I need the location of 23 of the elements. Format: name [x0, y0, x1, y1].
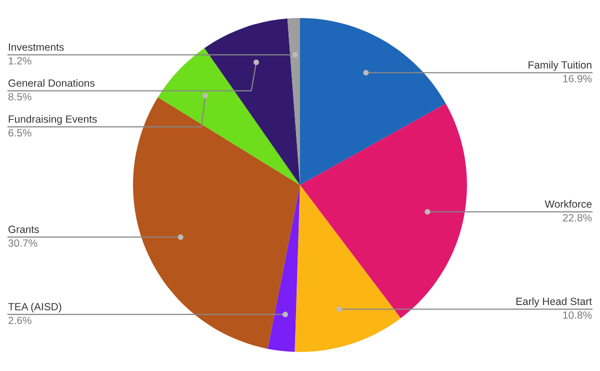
data-label: 30.7% [8, 239, 38, 247]
pie-slice [294, 185, 401, 352]
data-label: 22.8% [562, 214, 592, 222]
data-label: 10.8% [563, 311, 592, 319]
slice-label: Workforce [544, 200, 592, 208]
pie-slice [268, 185, 300, 352]
slice-label: TEA (AISD) [8, 302, 62, 312]
slice-label: Fundraising Events [8, 115, 97, 125]
pie-slice [204, 18, 300, 185]
slice-label: General Donations [8, 79, 94, 87]
slice-label: Early Head Start [516, 297, 592, 308]
data-label: 16.9% [563, 74, 592, 82]
pie-slice [300, 18, 446, 185]
pie-slice [158, 48, 300, 185]
data-label: 6.5% [8, 129, 32, 136]
data-label: 8.5% [8, 93, 32, 100]
slice-label: Grants [8, 226, 39, 234]
data-label: 2.6% [8, 316, 32, 324]
slice-label: Investments [8, 44, 64, 51]
slice-label: Family Tuition [528, 60, 592, 71]
pie-slice [300, 104, 467, 318]
pie-slice [133, 97, 300, 349]
data-label: 1.2% [8, 57, 32, 64]
